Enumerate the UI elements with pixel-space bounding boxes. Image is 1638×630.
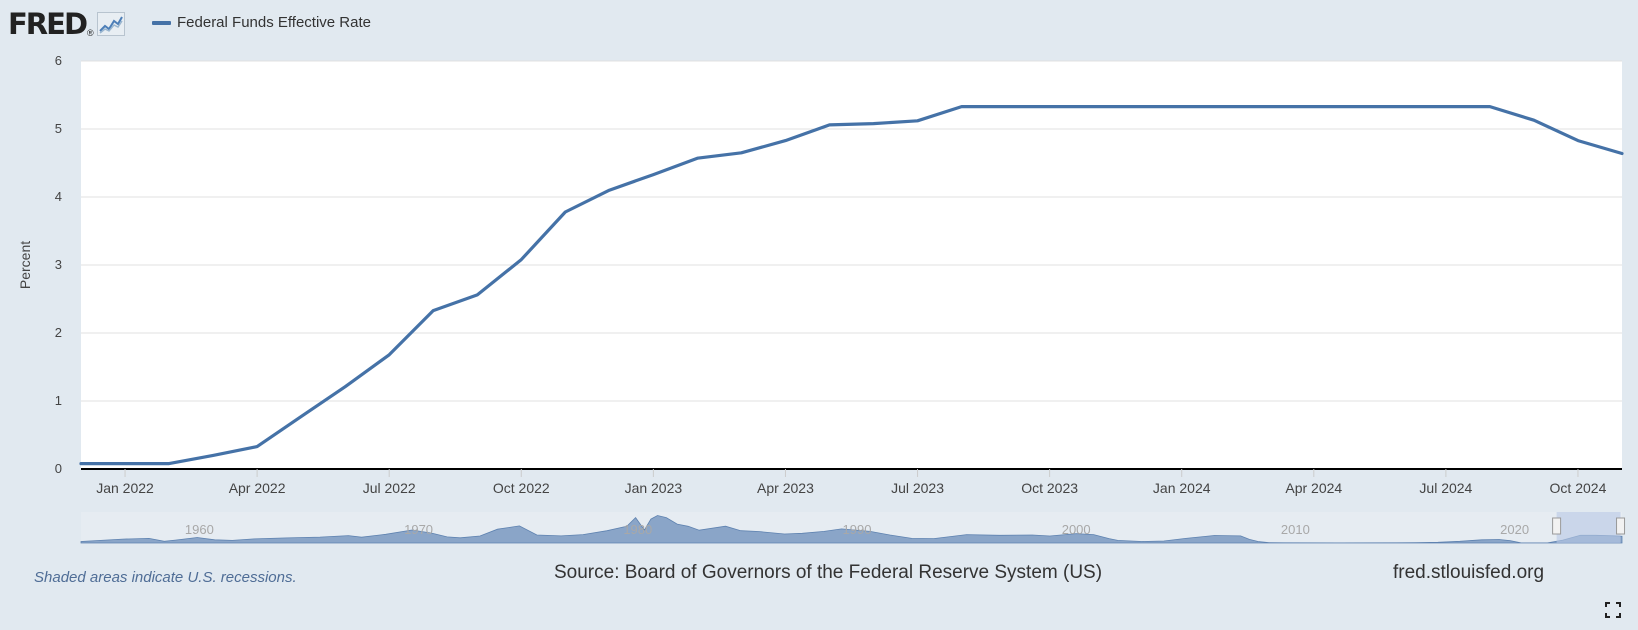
y-tick-label: 2: [55, 325, 62, 340]
y-tick-label: 4: [55, 189, 62, 204]
x-tick-label: Oct 2022: [493, 480, 550, 496]
navigator-label: 1970: [404, 522, 433, 537]
x-tick-label: Oct 2024: [1550, 480, 1607, 496]
navigator-label: 2000: [1062, 522, 1091, 537]
grid-lines: [81, 60, 1622, 402]
navigator-area: [80, 515, 1623, 544]
x-tick-label: Jul 2023: [891, 480, 944, 496]
x-tick-label: Oct 2023: [1021, 480, 1078, 496]
x-tick-label: Jan 2023: [625, 480, 683, 496]
fred-logo-mark: ®: [87, 28, 94, 38]
navigator-handle-left[interactable]: [1552, 517, 1562, 535]
chart-legend[interactable]: Federal Funds Effective Rate: [152, 14, 371, 31]
x-tick-label: Jul 2022: [363, 480, 416, 496]
x-tick-label: Jan 2022: [96, 480, 154, 496]
fred-logo[interactable]: FRED ®: [8, 6, 125, 42]
y-tick-label: 6: [55, 53, 62, 68]
site-link[interactable]: fred.stlouisfed.org: [1393, 562, 1545, 583]
source-text: Source: Board of Governors of the Federa…: [554, 562, 1103, 583]
y-tick-label: 3: [55, 257, 62, 272]
line-graph-icon: [96, 12, 125, 36]
y-axis-ticks: 0 1 2 3 4 5 6: [55, 53, 62, 476]
y-tick-label: 5: [55, 121, 62, 136]
y-axis-label: Percent: [17, 241, 33, 289]
navigator[interactable]: 1960 1970 1980 1990 2000 2010 2020: [80, 512, 1626, 544]
navigator-label: 1960: [185, 522, 214, 537]
x-tick-label: Apr 2022: [229, 480, 286, 496]
y-tick-label: 0: [55, 461, 62, 476]
navigator-selection[interactable]: [1556, 512, 1621, 543]
recession-note: Shaded areas indicate U.S. recessions.: [34, 569, 297, 586]
fullscreen-icon[interactable]: [1605, 602, 1621, 618]
x-tick-label: Jan 2024: [1153, 480, 1211, 496]
y-tick-label: 1: [55, 393, 62, 408]
navigator-label: 1980: [623, 522, 652, 537]
x-tick-label: Jul 2024: [1419, 480, 1472, 496]
x-tick-label: Apr 2024: [1285, 480, 1342, 496]
series-line-federal-funds-rate: [79, 105, 1624, 466]
legend-series-label: Federal Funds Effective Rate: [177, 14, 371, 31]
navigator-labels: 1960 1970 1980 1990 2000 2010 2020: [185, 522, 1529, 537]
x-tick-label: Apr 2023: [757, 480, 814, 496]
fred-logo-text: FRED: [8, 7, 88, 41]
navigator-handle-right[interactable]: [1616, 517, 1626, 535]
x-axis-ticks: Jan 2022 Apr 2022 Jul 2022 Oct 2022 Jan 2023…: [96, 469, 1607, 496]
legend-swatch: [152, 20, 171, 25]
navigator-label: 2010: [1281, 522, 1310, 537]
navigator-label: 2020: [1500, 522, 1529, 537]
navigator-label: 1990: [843, 522, 872, 537]
